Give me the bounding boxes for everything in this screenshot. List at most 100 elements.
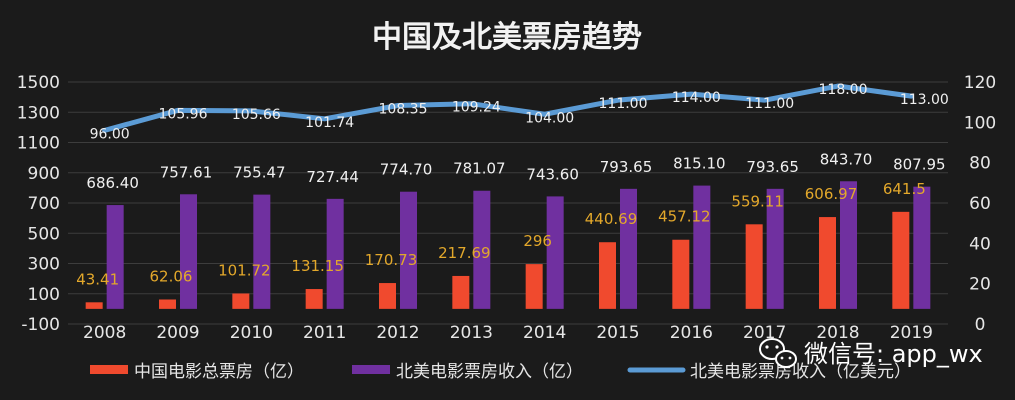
label-china-2011: 131.15	[291, 257, 344, 275]
bar-china-2009	[159, 299, 176, 309]
left-tick-label: 300	[28, 255, 60, 275]
label-line-2010: 105.66	[232, 107, 281, 123]
x-tick-label: 2018	[816, 323, 859, 343]
label-na-2012: 774.70	[380, 161, 433, 179]
bar-na-2014	[546, 196, 564, 309]
gridlines	[68, 81, 948, 325]
bar-na-2017	[766, 188, 784, 309]
bar-china-2014	[525, 264, 543, 309]
x-tick-label: 2012	[376, 323, 419, 343]
bar-na-2010	[253, 194, 271, 309]
bar-china-2010	[232, 293, 250, 309]
line-point-2016	[689, 92, 693, 96]
bar-na-2009	[180, 194, 197, 309]
label-na-2019: 807.95	[893, 156, 946, 174]
label-china-2014: 296	[523, 232, 552, 250]
bar-na-2019	[913, 186, 931, 309]
label-china-2013: 217.69	[438, 244, 491, 262]
bar-na-2016	[693, 185, 711, 309]
wechat-icon	[759, 338, 797, 368]
bar-china-2008	[85, 302, 103, 309]
left-tick-label: 100	[28, 285, 60, 305]
label-line-2014: 104.00	[525, 110, 574, 126]
line-point-2011	[323, 117, 327, 121]
right-tick-label: 60	[969, 194, 991, 214]
right-tick-label: 40	[969, 234, 991, 254]
label-line-2017: 111.00	[745, 96, 794, 112]
right-tick-label: 120	[964, 73, 996, 93]
left-tick-label: 1500	[17, 73, 60, 93]
watermark: 微信号: app_wx	[759, 338, 983, 368]
bar-na-2012	[400, 191, 417, 309]
label-line-2009: 105.96	[159, 106, 208, 122]
label-line-2012: 108.35	[379, 101, 428, 117]
label-na-2015: 793.65	[600, 158, 653, 176]
left-tick-label: 700	[28, 194, 60, 214]
bar-china-2016	[672, 239, 690, 309]
left-tick-label: -100	[21, 315, 60, 335]
label-line-2016: 114.00	[672, 90, 721, 106]
x-tick-label: 2009	[156, 323, 199, 343]
label-china-2010: 101.72	[218, 261, 271, 279]
x-tick-label: 2016	[670, 323, 713, 343]
watermark-text: 微信号: app_wx	[804, 340, 983, 368]
bar-na-2015	[620, 188, 637, 309]
bar-china-2011	[305, 289, 323, 309]
x-tick-label: 2013	[450, 323, 493, 343]
data-labels: 43.41 62.06 101.72 131.15 170.73 217.69 296 440…	[76, 82, 949, 288]
chart-title: 中国及北美票房趋势	[372, 20, 642, 55]
legend-label-china: 中国电影总票房（亿）	[134, 362, 304, 382]
right-tick-label: 100	[964, 113, 996, 133]
line-point-2019	[909, 94, 913, 98]
x-tick-label: 2011	[303, 323, 346, 343]
label-na-2017: 793.65	[746, 158, 799, 176]
bar-china-2012	[379, 283, 396, 309]
x-tick-label: 2008	[83, 323, 126, 343]
x-axis-ticks: 2008 2009 2010 2011 2012 2013 2014 2015 2016 2017…	[83, 323, 933, 343]
right-tick-label: 80	[969, 154, 991, 174]
line-series	[102, 83, 914, 133]
legend-label-na-bar: 北美电影票房收入（亿）	[396, 362, 583, 382]
x-tick-label: 2014	[523, 323, 566, 343]
line-point-2015	[616, 98, 620, 102]
legend-swatch-china	[90, 365, 128, 374]
label-china-2009: 62.06	[150, 267, 193, 285]
line-point-2010	[249, 109, 253, 113]
label-china-2008: 43.41	[76, 270, 119, 288]
line-point-2013	[469, 102, 473, 106]
bar-china-2017	[745, 224, 763, 309]
label-line-2019: 113.00	[900, 92, 949, 108]
x-tick-label: 2019	[890, 323, 933, 343]
bar-na-2013	[473, 190, 491, 309]
label-line-2018: 118.00	[819, 82, 868, 98]
label-na-2011: 727.44	[306, 168, 359, 186]
label-na-2013: 781.07	[453, 160, 506, 178]
legend-label-na-line: 北美电影票房收入（亿美元）	[690, 362, 911, 382]
right-tick-label: 0	[975, 315, 986, 335]
label-china-2019: 641.5	[883, 180, 926, 198]
label-china-2015: 440.69	[585, 210, 638, 228]
label-line-2013: 109.24	[452, 100, 501, 116]
x-tick-label: 2010	[230, 323, 273, 343]
legend: 中国电影总票房（亿） 北美电影票房收入（亿） 北美电影票房收入（亿美元）	[90, 362, 911, 382]
label-line-2011: 101.74	[305, 115, 354, 131]
label-china-2016: 457.12	[658, 208, 711, 226]
label-na-2010: 755.47	[233, 164, 286, 182]
right-axis-ticks: 0 20 40 60 80 100 120	[964, 73, 996, 335]
line-na-usd	[102, 83, 914, 133]
line-point-2012	[396, 103, 400, 107]
label-china-2018: 606.97	[805, 185, 858, 203]
line-point-2014	[543, 112, 547, 116]
legend-swatch-na-bar	[352, 365, 390, 374]
x-tick-label: 2017	[743, 323, 786, 343]
line-point-2018	[836, 84, 840, 88]
left-tick-label: 1100	[17, 134, 60, 154]
left-tick-label: 1300	[17, 103, 60, 123]
label-china-2017: 559.11	[731, 192, 784, 210]
label-line-2015: 111.00	[599, 96, 648, 112]
label-na-2018: 843.70	[820, 150, 873, 168]
left-axis-ticks: -100 100 300 500 700 900 1100 1300 1500	[17, 73, 60, 335]
label-line-2008: 96.00	[90, 126, 130, 142]
bar-china-2015	[599, 242, 616, 309]
